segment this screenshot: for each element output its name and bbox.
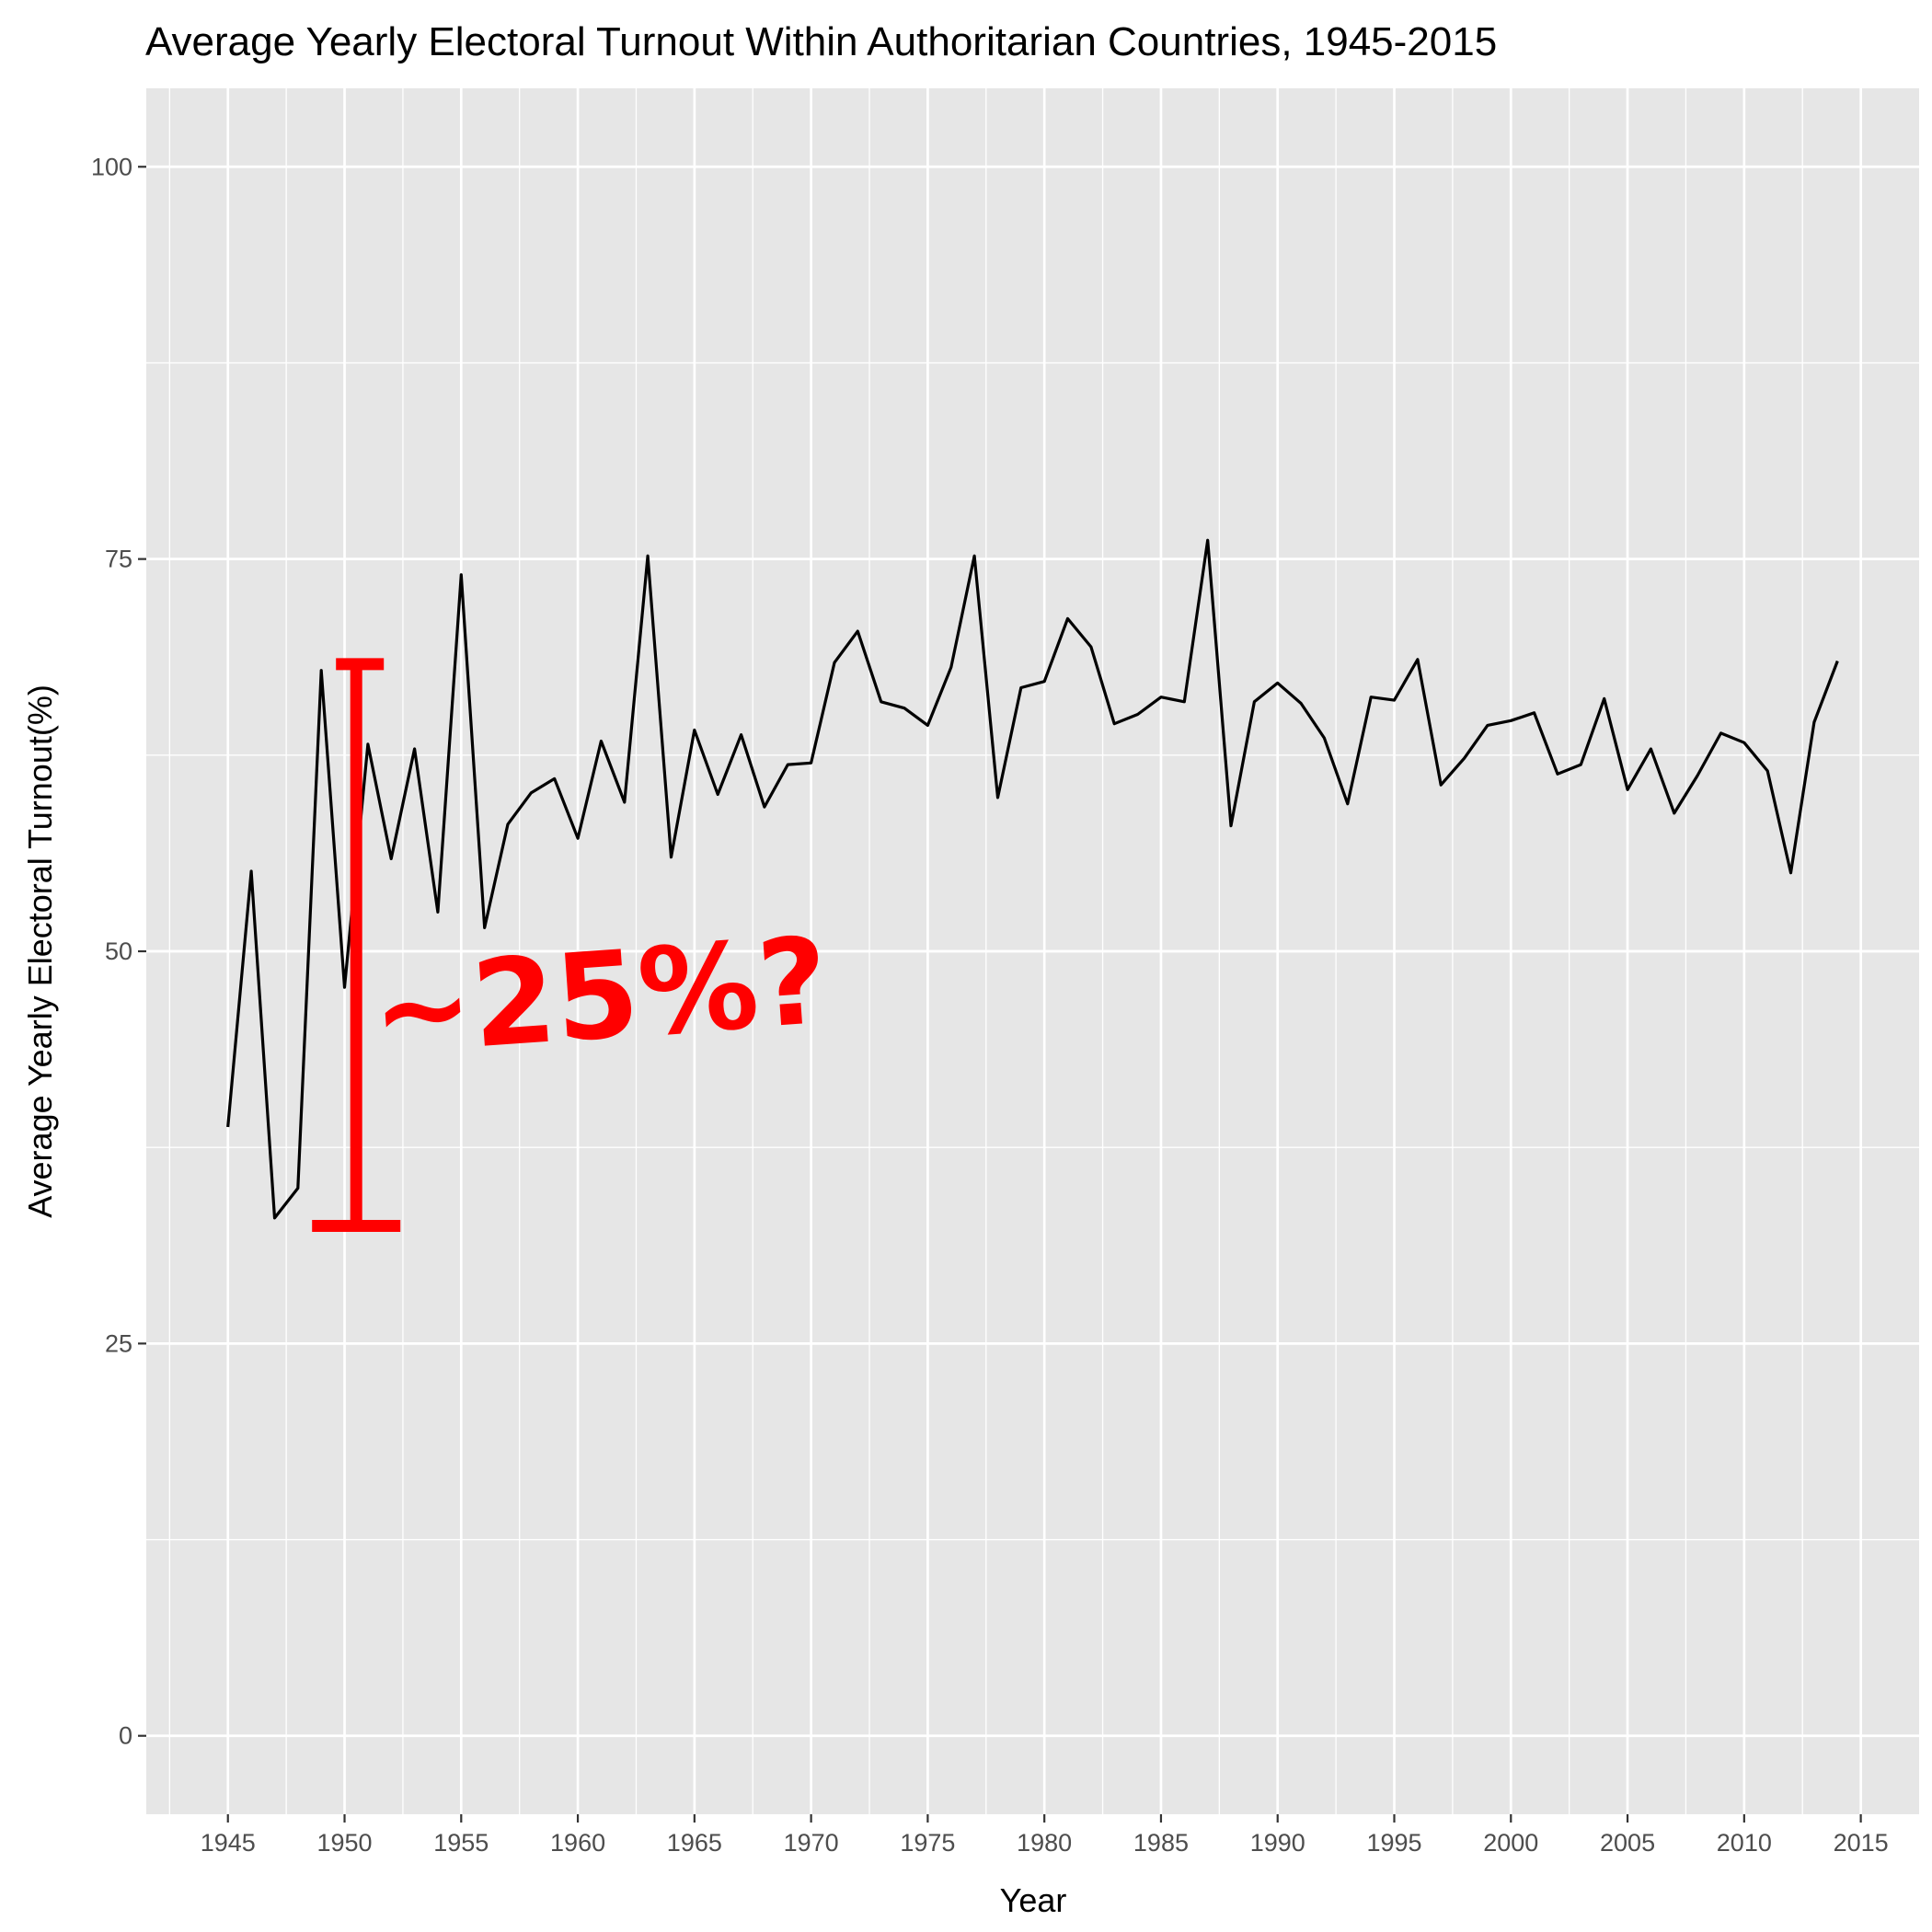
y-tick-label: 25 (105, 1329, 132, 1357)
x-axis-title: Year (1000, 1881, 1067, 1919)
x-tick-label: 2000 (1483, 1829, 1538, 1857)
y-tick-label: 75 (105, 546, 132, 573)
annotation-text: ~25%? (368, 911, 833, 1082)
y-tick-label: 100 (91, 153, 132, 180)
chart-title: Average Yearly Electoral Turnout Within … (145, 19, 1497, 64)
x-tick-label: 1995 (1366, 1829, 1421, 1857)
y-tick-label: 0 (119, 1722, 132, 1750)
annotation: ~25%? (312, 658, 833, 1232)
x-tick-label: 1980 (1017, 1829, 1072, 1857)
axes: 1945 1950 1955 1960 1965 1970 1975 1980 1985 1990… (91, 153, 1889, 1857)
y-axis-title: Average Yearly Electoral Turnout(%) (21, 684, 59, 1218)
x-tick-label: 2010 (1717, 1829, 1772, 1857)
y-tick-label: 50 (105, 937, 132, 965)
x-tick-label: 2005 (1600, 1829, 1655, 1857)
x-tick-label: 1990 (1250, 1829, 1305, 1857)
x-tick-label: 1975 (900, 1829, 955, 1857)
series-line (226, 538, 1839, 1220)
x-tick-label: 1945 (201, 1829, 256, 1857)
x-tick-label: 1970 (784, 1829, 839, 1857)
x-tick-label: 1955 (433, 1829, 489, 1857)
grid (146, 88, 1919, 1814)
x-tick-label: 1960 (550, 1829, 605, 1857)
x-tick-label: 1985 (1133, 1829, 1189, 1857)
x-tick-label: 2015 (1834, 1829, 1889, 1857)
x-tick-label: 1950 (316, 1829, 372, 1857)
x-tick-label: 1965 (667, 1829, 722, 1857)
